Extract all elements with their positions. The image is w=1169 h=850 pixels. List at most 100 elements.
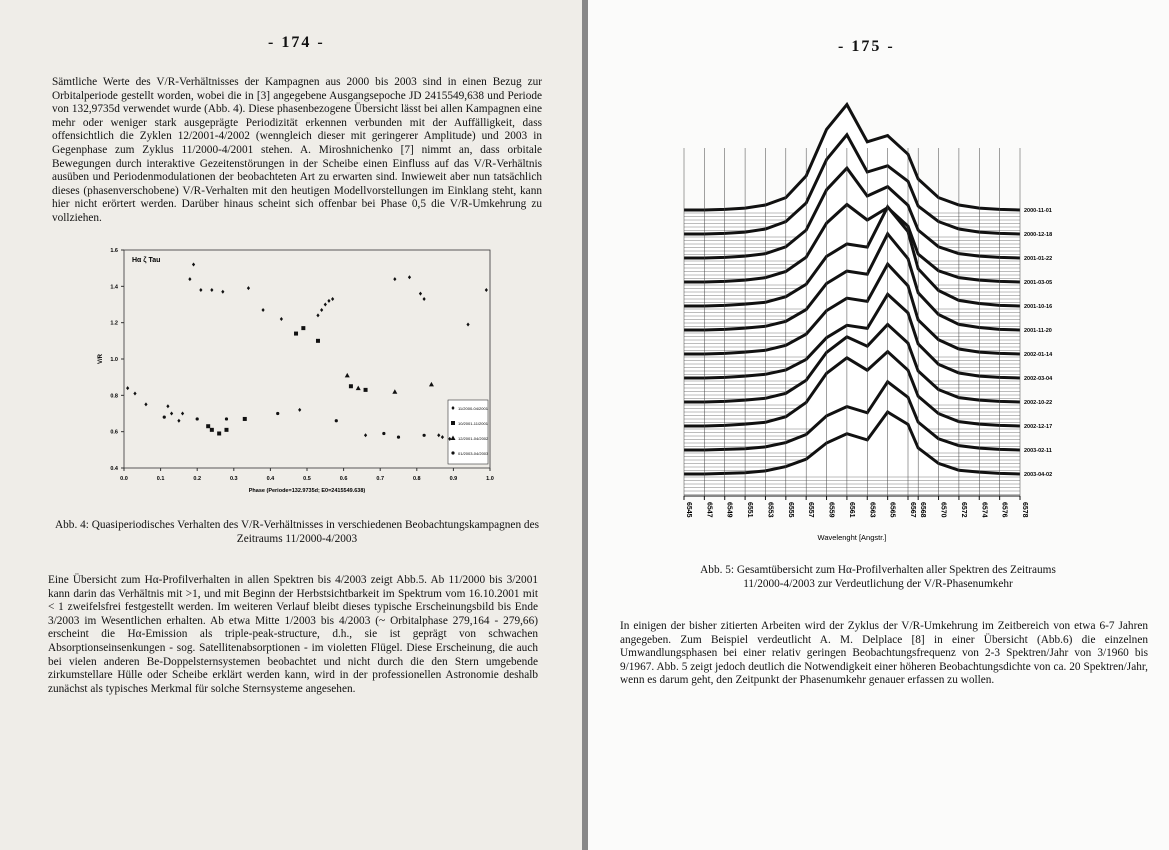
x-tick-label: 6572 bbox=[960, 502, 967, 518]
legend-label: 10/2001-11/2001 bbox=[458, 421, 489, 426]
x-tick-label: 0.1 bbox=[157, 476, 165, 482]
data-point bbox=[327, 298, 331, 303]
data-point bbox=[440, 435, 445, 440]
data-point bbox=[422, 433, 426, 437]
spectrum-line bbox=[684, 291, 1021, 380]
legend-marker bbox=[450, 435, 456, 440]
data-point bbox=[177, 418, 181, 423]
x-tick-label: 6567 bbox=[909, 502, 916, 518]
y-tick-label: 1.2 bbox=[110, 321, 118, 327]
figure-caption: Abb. 5: Gesamtübersicht zum Hα-Profilver… bbox=[700, 564, 1056, 590]
legend-label: 2001-03-05 bbox=[1024, 280, 1052, 286]
x-tick-label: 6545 bbox=[685, 502, 692, 518]
data-point bbox=[217, 431, 222, 436]
spectrum-line bbox=[684, 410, 1021, 476]
data-point bbox=[169, 411, 174, 416]
data-point bbox=[210, 287, 214, 292]
x-tick-label: 0.3 bbox=[230, 476, 238, 482]
data-point bbox=[276, 411, 280, 416]
y-tick-label: 0.4 bbox=[110, 466, 119, 472]
y-axis-label: V/R bbox=[98, 353, 104, 364]
x-tick-label: 6568 bbox=[919, 502, 926, 518]
data-point bbox=[323, 302, 327, 307]
data-point bbox=[261, 307, 265, 312]
paragraph: Eine Übersicht zum Hα-Profilverhalten in… bbox=[48, 574, 538, 695]
data-point bbox=[316, 313, 320, 318]
spectrum-line bbox=[684, 202, 1021, 284]
data-point bbox=[428, 381, 434, 387]
data-point bbox=[133, 391, 137, 396]
page-number: - 175 - bbox=[838, 38, 895, 55]
x-tick-label: 6565 bbox=[889, 502, 896, 518]
figure-caption: Abb. 4: Quasiperiodisches Verhalten des … bbox=[55, 519, 539, 545]
data-point bbox=[298, 407, 302, 412]
data-point bbox=[363, 433, 368, 438]
data-point bbox=[320, 307, 324, 312]
data-point bbox=[382, 431, 386, 436]
data-point bbox=[209, 427, 214, 432]
page-number: - 174 - bbox=[268, 34, 325, 51]
spectrum-line bbox=[684, 101, 1021, 212]
spectrum-line bbox=[684, 261, 1021, 356]
data-point bbox=[301, 326, 306, 331]
x-axis-label: Wavelenght [Angstr.] bbox=[818, 533, 887, 542]
legend-label: 01/2003-04/2003 bbox=[458, 451, 489, 456]
data-point bbox=[206, 424, 211, 429]
x-tick-label: 1.0 bbox=[486, 476, 494, 482]
spectrum-line bbox=[684, 231, 1021, 332]
data-point bbox=[191, 262, 196, 267]
x-tick-label: 6578 bbox=[1021, 502, 1028, 518]
x-tick-label: 0.0 bbox=[120, 476, 128, 482]
data-point bbox=[279, 317, 283, 322]
x-tick-label: 6553 bbox=[766, 502, 773, 518]
x-tick-label: 6559 bbox=[828, 502, 835, 518]
data-point bbox=[344, 372, 350, 378]
data-point bbox=[180, 411, 185, 416]
spectrum-line bbox=[684, 322, 1021, 404]
x-tick-label: 6570 bbox=[940, 502, 947, 518]
x-tick-label: 6563 bbox=[868, 502, 875, 518]
data-point bbox=[294, 331, 299, 336]
legend-label: 2002-03-04 bbox=[1024, 376, 1053, 382]
data-point bbox=[224, 427, 229, 432]
y-tick-label: 1.6 bbox=[110, 248, 118, 254]
x-tick-label: 6574 bbox=[980, 502, 987, 518]
x-tick-label: 0.9 bbox=[450, 476, 458, 482]
legend-label: 11/2000-04/2001 bbox=[458, 406, 489, 411]
legend-label: 2000-11-01 bbox=[1024, 208, 1052, 214]
legend-label: 2003-02-11 bbox=[1024, 448, 1052, 454]
data-point bbox=[355, 385, 361, 391]
x-tick-label: 0.2 bbox=[193, 476, 201, 482]
data-point bbox=[466, 322, 470, 327]
legend-label: 2002-12-17 bbox=[1024, 424, 1052, 430]
x-tick-label: 6549 bbox=[726, 502, 733, 518]
data-point bbox=[396, 435, 401, 439]
legend-label: 12/2001-04/2002 bbox=[458, 436, 489, 441]
legend-marker bbox=[451, 451, 455, 455]
data-point bbox=[393, 277, 397, 282]
legend-label: 2002-01-14 bbox=[1024, 352, 1053, 358]
legend-label: 2001-10-16 bbox=[1024, 304, 1052, 310]
paragraph: Sämtliche Werte des V/R-Verhältnisses de… bbox=[52, 76, 542, 224]
legend-label: 2001-11-20 bbox=[1024, 328, 1052, 334]
legend-marker bbox=[451, 421, 455, 425]
occluder bbox=[684, 412, 1020, 496]
data-point bbox=[331, 297, 335, 302]
spectra-chart: 2000-11-01 2000-12-18 2001-01-22 2001-03-05… bbox=[683, 101, 1053, 542]
y-tick-label: 1.4 bbox=[110, 284, 119, 290]
data-point bbox=[162, 415, 166, 419]
legend-box bbox=[447, 399, 489, 465]
x-tick-label: 0.6 bbox=[340, 476, 348, 482]
data-point bbox=[392, 389, 398, 394]
chart-title: Hα ζ Tau bbox=[132, 257, 160, 264]
y-tick-label: 0.6 bbox=[110, 430, 118, 436]
spectrum-line bbox=[684, 204, 1021, 308]
data-point bbox=[242, 416, 247, 421]
data-point bbox=[348, 384, 353, 389]
x-tick-label: 6547 bbox=[705, 502, 712, 518]
spectrum-line bbox=[684, 379, 1021, 452]
x-tick-label: 6551 bbox=[746, 502, 753, 518]
spectrum-line bbox=[684, 349, 1021, 428]
data-point bbox=[199, 287, 203, 292]
